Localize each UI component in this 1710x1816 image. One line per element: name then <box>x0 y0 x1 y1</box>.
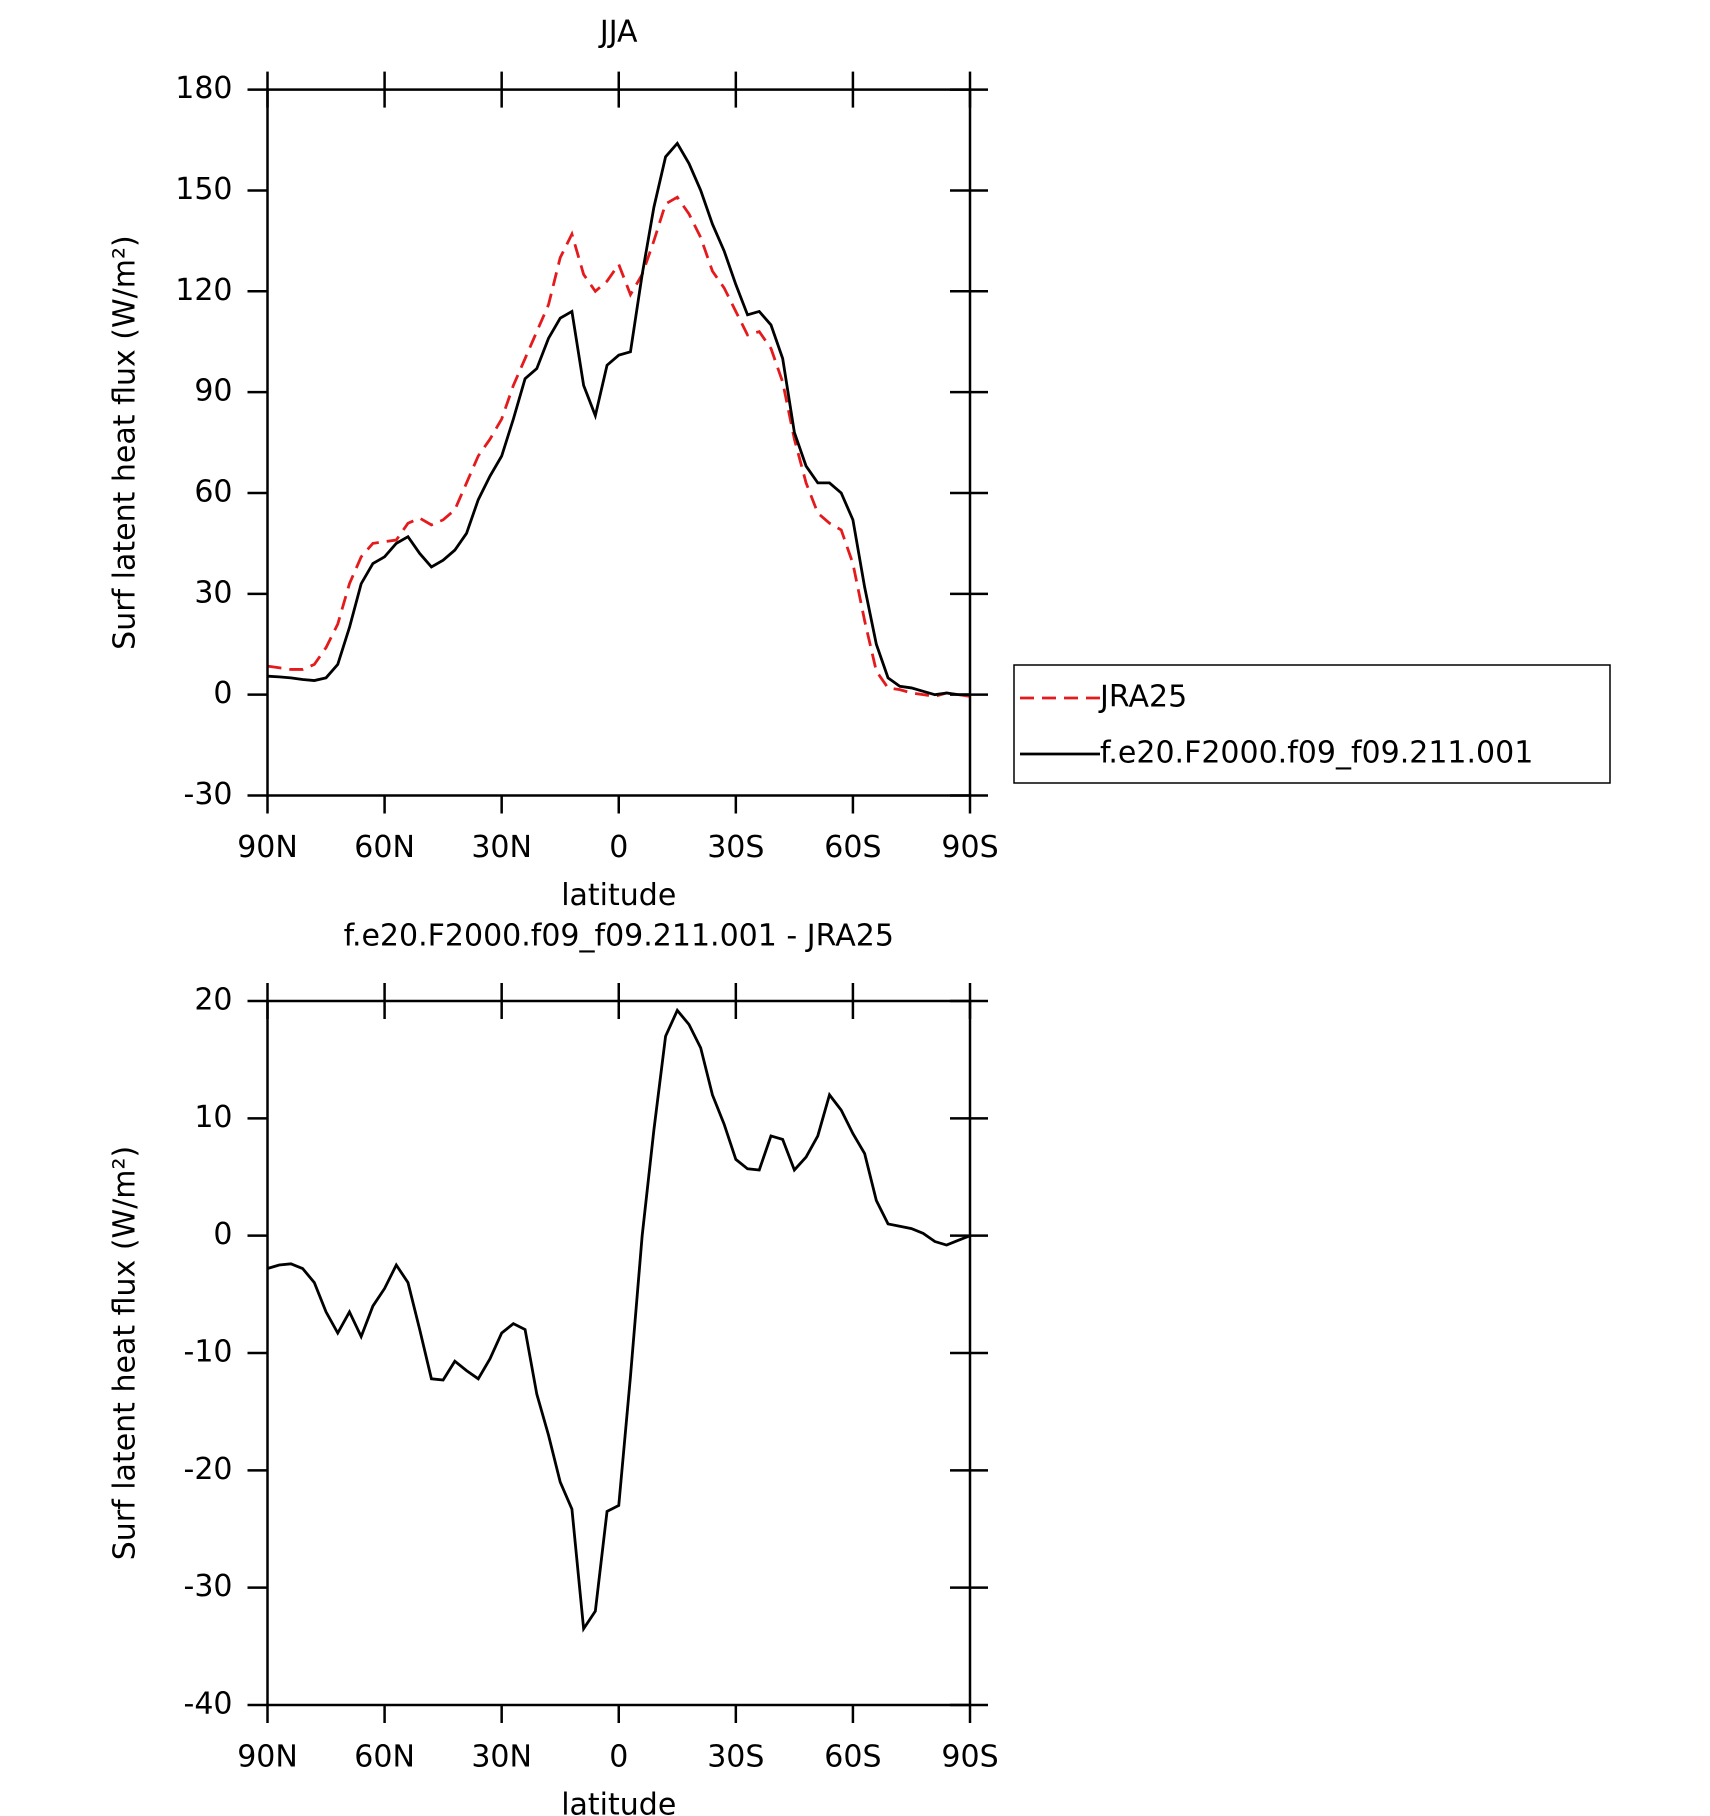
y-tick-label: 20 <box>194 983 232 1018</box>
y-tick-label: 90 <box>194 374 232 409</box>
y-tick-label: -40 <box>184 1687 233 1722</box>
x-tick-label: 90S <box>941 1740 998 1775</box>
x-tick-label: 60S <box>824 1740 881 1775</box>
x-axis-label: latitude <box>561 1788 676 1816</box>
y-tick-label: -30 <box>184 777 233 812</box>
y-tick-label: -30 <box>184 1569 233 1604</box>
chart-title: f.e20.F2000.f09_f09.211.001 - JRA25 <box>344 919 894 954</box>
y-axis-label: Surf latent heat flux (W/m²) <box>108 235 143 650</box>
chart: f.e20.F2000.f09_f09.211.001 - JRA25 latit… <box>108 919 999 1816</box>
y-axis-label: Surf latent heat flux (W/m²) <box>108 1146 143 1561</box>
x-tick-label: 60S <box>824 830 881 865</box>
y-tick-label: -20 <box>184 1452 233 1487</box>
x-tick-label: 60N <box>354 830 415 865</box>
y-tick-label: 0 <box>213 676 232 711</box>
plot-frame <box>266 88 972 797</box>
x-tick-label: 30S <box>707 830 764 865</box>
chart: JJA latitude Surf latent heat flux (W/m²) -… <box>108 15 999 914</box>
y-tick-label: 180 <box>175 71 232 106</box>
x-tick-label: 0 <box>609 1740 628 1775</box>
x-tick-label: 30S <box>707 1740 764 1775</box>
x-tick-label: 30N <box>471 830 532 865</box>
x-tick-label: 30N <box>471 1740 532 1775</box>
data-line <box>267 195 971 698</box>
y-tick-label: 60 <box>194 474 232 509</box>
legend-box <box>1013 664 1611 784</box>
y-tick-label: 150 <box>175 172 232 207</box>
x-axis-label: latitude <box>561 878 676 913</box>
y-tick-label: 0 <box>213 1217 232 1252</box>
data-line <box>267 1007 971 1633</box>
y-tick-label: -10 <box>184 1335 233 1370</box>
legend: JRA25 f.e20.F2000.f09_f09.211.001 <box>1013 664 1611 784</box>
y-tick-label: 30 <box>194 575 232 610</box>
x-tick-label: 60N <box>354 1740 415 1775</box>
chart-title: JJA <box>598 15 638 50</box>
data-line <box>267 140 970 697</box>
y-tick-label: 10 <box>194 1100 232 1135</box>
plot-frame <box>266 999 972 1707</box>
legend-label: JRA25 <box>1098 680 1187 715</box>
legend-label: f.e20.F2000.f09_f09.211.001 <box>1100 736 1533 771</box>
x-tick-label: 90S <box>941 830 998 865</box>
x-tick-label: 90N <box>237 830 298 865</box>
x-tick-label: 90N <box>237 1740 298 1775</box>
y-tick-label: 120 <box>175 273 232 308</box>
x-tick-label: 0 <box>609 830 628 865</box>
